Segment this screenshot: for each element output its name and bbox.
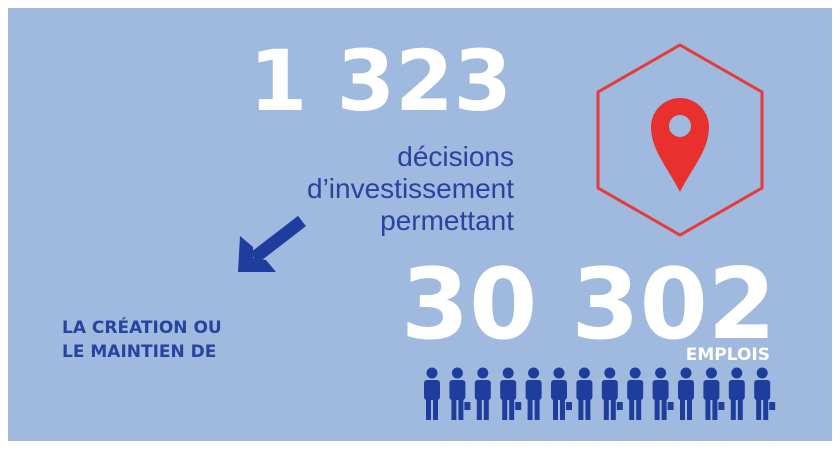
stat1-value: 1 323 <box>249 32 512 130</box>
person-icon <box>576 367 593 420</box>
person-icon <box>500 367 522 420</box>
stat1-line: décisions <box>397 141 514 172</box>
person-icon <box>601 367 623 420</box>
stat1-line: d’investissement <box>307 173 514 204</box>
location-pin <box>651 98 709 192</box>
person-icon <box>474 367 491 420</box>
person-icon <box>652 367 674 420</box>
person-icon <box>627 367 644 420</box>
arrow <box>238 215 306 272</box>
person-icon <box>728 367 745 420</box>
left-text: LE MAINTIEN DE <box>62 342 216 362</box>
person-icon <box>525 367 542 420</box>
stat1-line: permettant <box>380 205 514 236</box>
background <box>8 8 832 441</box>
stat2-unit: EMPLOIS <box>686 345 770 365</box>
person-icon <box>449 367 471 420</box>
person-icon <box>703 367 725 420</box>
person-icon <box>754 367 776 420</box>
hexagon <box>596 43 764 237</box>
stat2-value: 30 302 <box>401 248 776 362</box>
person-icon <box>424 367 440 420</box>
person-icon <box>551 367 572 420</box>
people-row <box>424 367 776 420</box>
person-icon <box>678 367 694 420</box>
left-text: LA CRÉATION OU <box>62 316 222 338</box>
